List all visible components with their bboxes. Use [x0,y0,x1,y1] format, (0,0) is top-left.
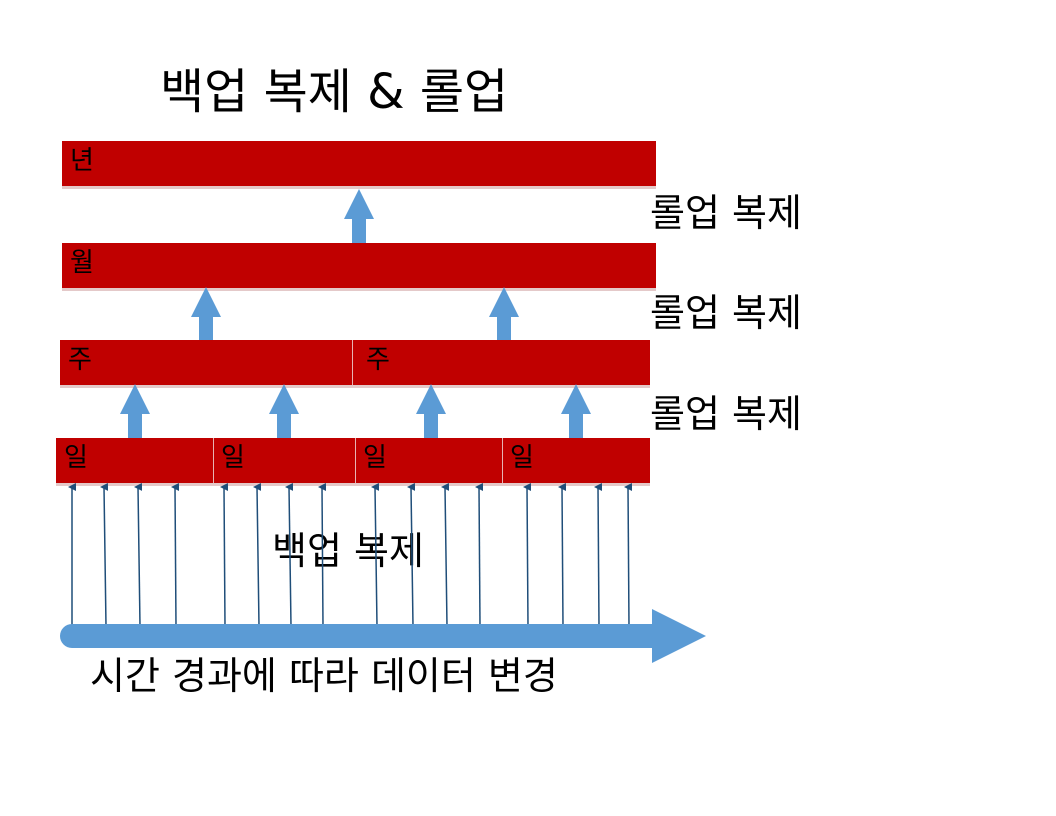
backup-label: 백업 복제 [272,529,424,573]
backup-arrow [285,482,294,627]
backup-arrow [134,482,143,627]
year-bar-label: 년 [70,146,94,176]
week-bar-label-2: 주 [366,345,390,375]
day-divider-2 [355,438,356,483]
backup-arrow [441,482,450,627]
week-bar-label-1: 주 [68,345,92,375]
backup-arrow [371,482,380,627]
backup-arrow [594,482,603,627]
backup-arrow [523,482,532,627]
rollup-arrow-day-to-week-3 [416,384,446,438]
month-bar: 월 [62,243,656,291]
rollup-arrow-week-to-month-2 [489,287,519,340]
backup-arrow [253,482,262,627]
backup-arrow [318,482,327,627]
rollup-label-week: 롤업 복제 [650,392,802,436]
backup-arrow [624,482,633,627]
week-bar: 주 주 [60,340,650,388]
timeline-label: 시간 경과에 따라 데이터 변경 [90,654,558,698]
diagram-title: 백업 복제 & 롤업 [160,64,509,120]
rollup-label-month: 롤업 복제 [650,291,802,335]
backup-arrow [558,482,567,627]
day-bar-label-2: 일 [221,443,245,473]
day-bar-label-4: 일 [510,443,534,473]
day-bar-label-3: 일 [363,443,387,473]
day-divider-3 [502,438,503,483]
day-bar-label-1: 일 [64,443,88,473]
backup-arrow [220,482,229,627]
year-bar: 년 [62,141,656,189]
week-divider [352,340,353,385]
backup-arrow [407,482,416,627]
month-bar-label: 월 [70,248,94,278]
rollup-arrow-day-to-week-4 [561,384,591,438]
rollup-arrow-month-to-year [344,189,374,243]
backup-arrow [475,482,484,627]
rollup-arrow-week-to-month-1 [191,287,221,340]
rollup-label-year: 롤업 복제 [650,191,802,235]
rollup-arrow-day-to-week-1 [120,384,150,438]
day-divider-1 [213,438,214,483]
timeline-arrow [60,609,706,663]
day-bar: 일 일 일 일 [56,438,650,486]
backup-arrow [171,482,180,627]
backup-arrow [100,482,109,627]
rollup-arrow-day-to-week-2 [269,384,299,438]
